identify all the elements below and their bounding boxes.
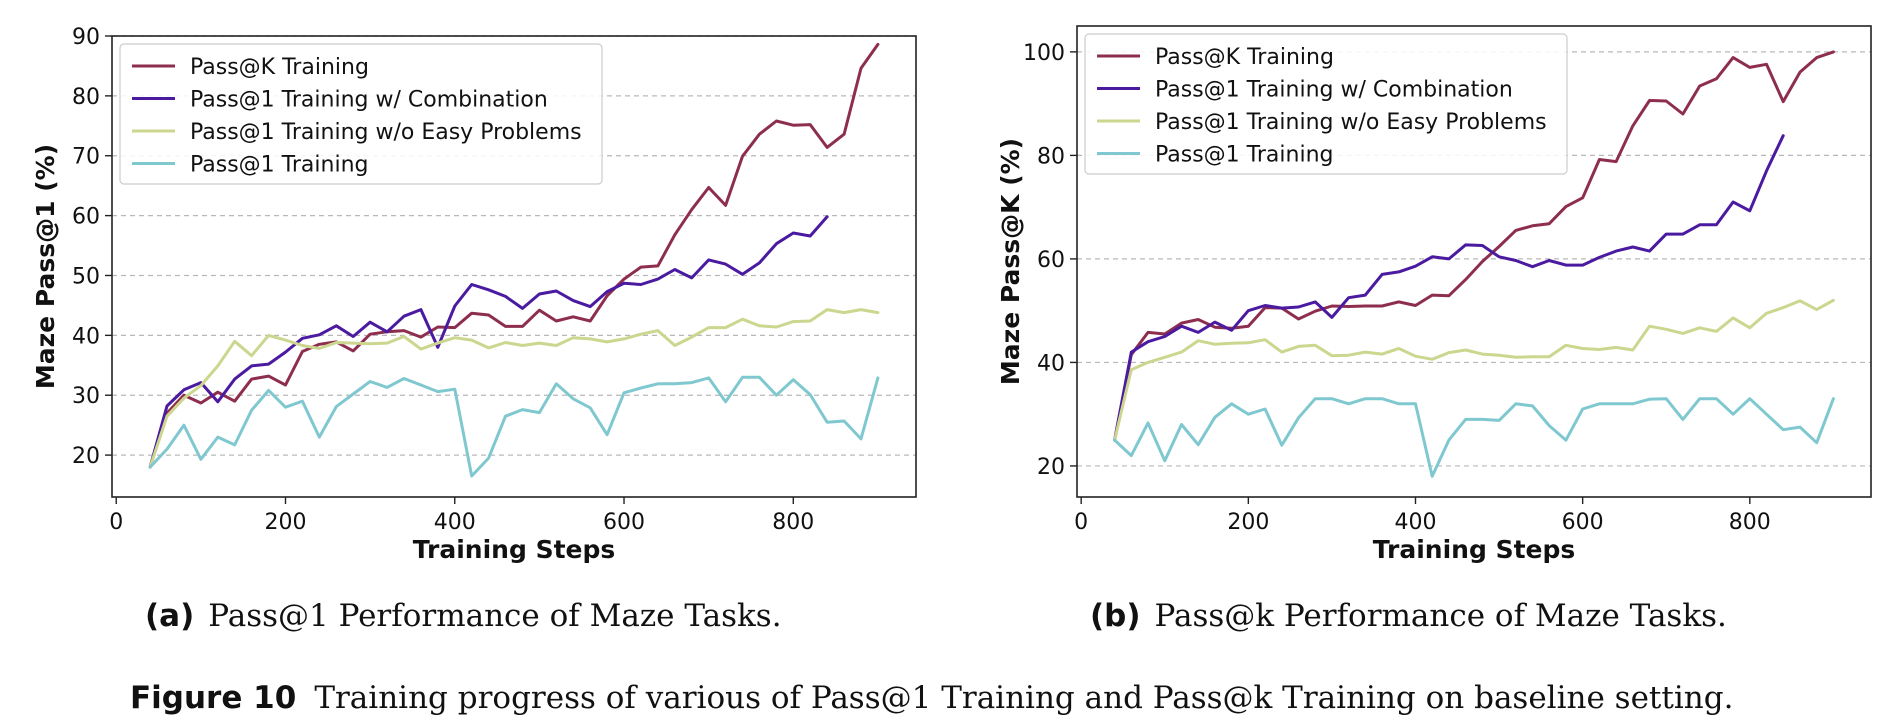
chart-pass-at-1: 20 30 40 50 60 70 80 90 0 200 400 600 800 Training St… [31,25,917,564]
figure-caption-tag: Figure 10 [130,680,297,716]
x-tick-label: 600 [1562,510,1604,535]
x-tick-label: 800 [1729,510,1771,535]
y-axis-label: Maze Pass@1 (%) [31,144,60,389]
series-line-4 [1113,397,1835,478]
y-tick-label: 80 [72,85,100,110]
y-tick-label: 90 [72,25,100,50]
legend-label: Pass@1 Training w/ Combination [1155,78,1513,103]
x-tick-label: 600 [603,510,645,535]
subcaption-a: (a) Pass@1 Performance of Maze Tasks. [145,598,782,642]
series-line-3 [148,308,880,469]
series-line-3 [1113,298,1835,442]
y-tick-label: 40 [72,324,100,349]
y-tick-label: 60 [72,205,100,230]
subcaption-a-tag: (a) [145,598,195,634]
plot-frame [1076,25,1872,498]
plot-frame [111,35,917,498]
series-line-2 [148,215,829,469]
x-tick-label: 0 [109,510,123,535]
subcaption-b: (b) Pass@k Performance of Maze Tasks. [1090,598,1727,642]
legend-label: Pass@1 Training [190,153,368,178]
chart-pass-at-k: 20 40 60 80 100 0 200 400 600 800 Training Steps Ma… [996,25,1872,564]
legend-label: Pass@1 Training w/o Easy Problems [190,120,582,145]
figure-caption-text: Training progress of various of Pass@1 T… [314,680,1734,716]
y-tick-label: 60 [1037,248,1065,273]
legend-box [1084,33,1568,175]
y-tick-label: 70 [72,145,100,170]
series-line-2 [1113,134,1785,442]
series-line-1 [148,42,880,469]
y-tick-label: 100 [1023,41,1065,66]
x-tick-label: 200 [1227,510,1269,535]
legend-box [119,43,603,185]
series-line-4 [148,375,880,478]
legend-label: Pass@1 Training [1155,143,1333,168]
y-tick-label: 80 [1037,144,1065,169]
y-tick-label: 30 [72,384,100,409]
y-tick-label: 20 [72,444,100,469]
subcaption-b-text: Pass@k Performance of Maze Tasks. [1154,598,1727,634]
x-axis-label: Training Steps [413,535,616,564]
figure-caption: Figure 10 Training progress of various of… [130,680,1733,724]
y-tick-label: 50 [72,264,100,289]
x-tick-label: 400 [1394,510,1436,535]
y-tick-label: 20 [1037,455,1065,480]
y-tick-label: 40 [1037,351,1065,376]
x-tick-label: 200 [264,510,306,535]
x-tick-label: 800 [772,510,814,535]
legend-label: Pass@K Training [1155,45,1334,70]
x-axis-label: Training Steps [1373,535,1576,564]
y-axis-label: Maze Pass@K (%) [996,138,1025,385]
legend-label: Pass@1 Training w/ Combination [190,88,548,113]
legend-label: Pass@K Training [190,55,369,80]
legend-label: Pass@1 Training w/o Easy Problems [1155,110,1547,135]
x-tick-label: 0 [1074,510,1088,535]
x-tick-label: 400 [434,510,476,535]
subcaption-a-text: Pass@1 Performance of Maze Tasks. [208,598,782,634]
subcaption-b-tag: (b) [1090,598,1141,634]
